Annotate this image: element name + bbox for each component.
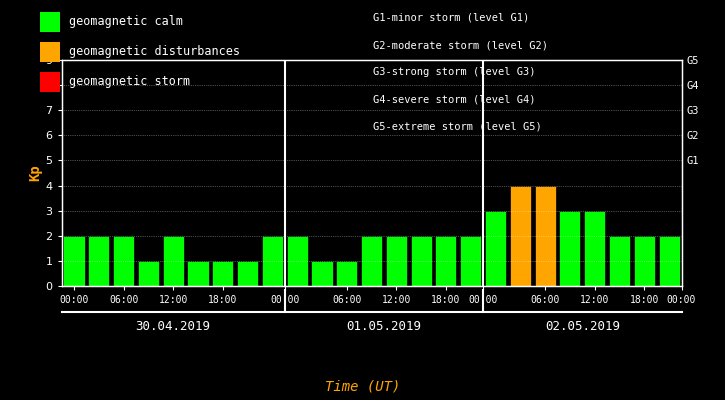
Text: 01.05.2019: 01.05.2019: [347, 320, 421, 332]
Bar: [286, 236, 307, 286]
Bar: [162, 236, 183, 286]
Bar: [113, 236, 134, 286]
Text: geomagnetic disturbances: geomagnetic disturbances: [69, 46, 240, 58]
Bar: [634, 236, 655, 286]
Bar: [609, 236, 630, 286]
Bar: [237, 261, 258, 286]
Text: Time (UT): Time (UT): [325, 379, 400, 393]
Text: G3-strong storm (level G3): G3-strong storm (level G3): [373, 68, 536, 78]
Bar: [262, 236, 283, 286]
Bar: [560, 211, 581, 286]
Bar: [188, 261, 209, 286]
Bar: [64, 236, 85, 286]
Text: geomagnetic calm: geomagnetic calm: [69, 16, 183, 28]
Bar: [336, 261, 357, 286]
Bar: [584, 211, 605, 286]
Bar: [534, 186, 555, 286]
Bar: [386, 236, 407, 286]
Bar: [510, 186, 531, 286]
Bar: [436, 236, 457, 286]
Bar: [312, 261, 333, 286]
Y-axis label: Kp: Kp: [29, 165, 43, 181]
Text: 30.04.2019: 30.04.2019: [136, 320, 211, 332]
Text: G2-moderate storm (level G2): G2-moderate storm (level G2): [373, 40, 548, 50]
Bar: [485, 211, 506, 286]
Text: G4-severe storm (level G4): G4-severe storm (level G4): [373, 95, 536, 105]
Bar: [410, 236, 431, 286]
Bar: [658, 236, 679, 286]
Bar: [88, 236, 109, 286]
Text: G5-extreme storm (level G5): G5-extreme storm (level G5): [373, 122, 542, 132]
Bar: [212, 261, 233, 286]
Text: 02.05.2019: 02.05.2019: [544, 320, 620, 332]
Text: geomagnetic storm: geomagnetic storm: [69, 76, 190, 88]
Bar: [361, 236, 382, 286]
Bar: [138, 261, 159, 286]
Bar: [460, 236, 481, 286]
Text: G1-minor storm (level G1): G1-minor storm (level G1): [373, 13, 530, 23]
